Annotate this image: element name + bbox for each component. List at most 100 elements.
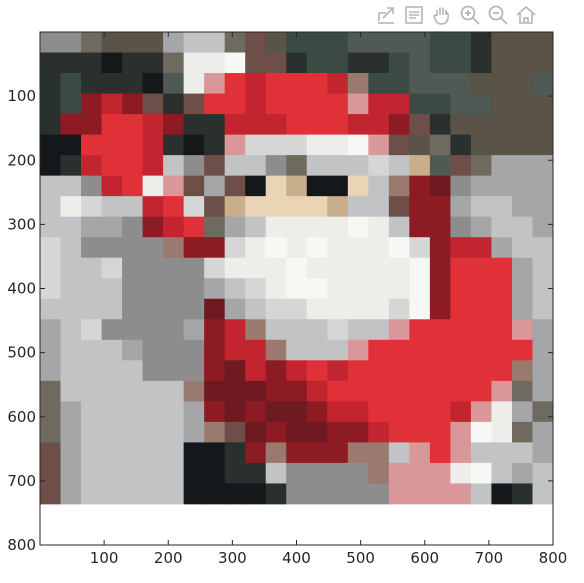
pixel-cell [409, 380, 431, 402]
pixel-cell [347, 134, 369, 156]
pixel-cell [163, 380, 185, 402]
pixel-cell [142, 401, 164, 423]
pixel-cell [327, 442, 349, 464]
pixel-cell [224, 134, 246, 156]
pixel-cell [306, 175, 328, 197]
pixel-cell [511, 298, 533, 320]
pixel-cell [163, 175, 185, 197]
pixel-cell [40, 134, 61, 156]
pixel-cell [306, 380, 328, 402]
pixel-cell [470, 32, 492, 53]
zoom-in-icon[interactable] [458, 3, 482, 27]
pixel-cell [224, 32, 246, 53]
pixel-cell [388, 319, 410, 341]
pixel-cell [60, 483, 82, 505]
pixel-cell [204, 257, 226, 279]
pixel-cell [101, 298, 123, 320]
pixel-cell [224, 339, 246, 361]
pixel-cell [532, 196, 554, 218]
pixel-cell [163, 483, 185, 505]
pixel-cell [306, 421, 328, 443]
pixel-cell [347, 319, 369, 341]
pixel-cell [368, 483, 390, 505]
pixel-cell [163, 134, 185, 156]
pixel-cell [511, 175, 533, 197]
pixel-cell [347, 93, 369, 115]
pixel-cell [388, 278, 410, 300]
pixel-cell [183, 155, 205, 177]
pixel-cell [429, 155, 451, 177]
pixel-cell [81, 196, 102, 218]
pixel-cell [40, 237, 61, 259]
pixel-cell [450, 319, 472, 341]
pixel-cell [142, 93, 164, 115]
pixel-cell [142, 155, 164, 177]
pixel-cell [327, 483, 349, 505]
pixel-cell [511, 319, 533, 341]
pixel-cell [306, 73, 328, 94]
pixel-cell [265, 278, 287, 300]
x-tick-label: 400 [282, 549, 311, 567]
pixel-cell [60, 134, 82, 156]
pixel-cell [306, 339, 328, 361]
pixel-cell [40, 73, 61, 94]
pixel-cell [491, 421, 513, 443]
pixel-cell [183, 257, 205, 279]
pixel-cell [306, 196, 328, 218]
pixel-cell [511, 257, 533, 279]
pixel-cell [429, 134, 451, 156]
x-tick-label: 600 [410, 549, 439, 567]
pixel-cell [491, 360, 513, 382]
pixel-cell [101, 216, 123, 238]
pixel-cell [81, 216, 102, 238]
pixel-cell [101, 196, 123, 218]
pixel-cell [368, 93, 390, 115]
pixel-cell [142, 134, 164, 156]
pixel-cell [532, 114, 554, 135]
pixel-cell [101, 155, 123, 177]
pixel-cell [388, 175, 410, 197]
pixel-cell [327, 52, 349, 74]
export-icon[interactable] [374, 3, 398, 27]
pixel-cell [204, 339, 226, 361]
pixel-cell [286, 93, 308, 115]
pixel-cell [532, 134, 554, 156]
pixel-cell [286, 401, 308, 423]
pixel-cell [60, 155, 82, 177]
pixel-cell [491, 237, 513, 259]
pixel-cell [163, 73, 185, 94]
pixel-cell [183, 216, 205, 238]
pan-hand-icon[interactable] [430, 3, 454, 27]
pixel-cell [142, 237, 164, 259]
pixel-cell [286, 298, 308, 320]
pixel-cell [224, 462, 246, 484]
zoom-out-icon[interactable] [486, 3, 510, 27]
pixel-cell [491, 134, 513, 156]
pixel-cell [245, 401, 267, 423]
home-restore-view-icon[interactable] [514, 3, 538, 27]
pixel-cell [81, 380, 102, 402]
pixel-cell [101, 339, 123, 361]
pixel-cell [224, 483, 246, 505]
y-tick-label: 600 [7, 408, 36, 426]
pixel-cell [347, 462, 369, 484]
x-tick-label: 300 [218, 549, 247, 567]
pixel-cell [470, 237, 492, 259]
pixel-cell [286, 196, 308, 218]
pixel-cell [388, 360, 410, 382]
pixel-cell [60, 237, 82, 259]
pixel-cell [163, 462, 185, 484]
pixel-cell [327, 401, 349, 423]
pixel-cell [368, 401, 390, 423]
pixel-cell [347, 442, 369, 464]
pixel-cell [532, 380, 554, 402]
pixel-cell [204, 93, 226, 115]
pixel-cell [101, 73, 123, 94]
pixel-cell [142, 442, 164, 464]
pixel-cell [511, 339, 533, 361]
data-tips-icon[interactable] [402, 3, 426, 27]
pixel-cell [532, 237, 554, 259]
pixel-cell [368, 73, 390, 94]
pixel-cell [224, 442, 246, 464]
pixel-cell [306, 52, 328, 74]
